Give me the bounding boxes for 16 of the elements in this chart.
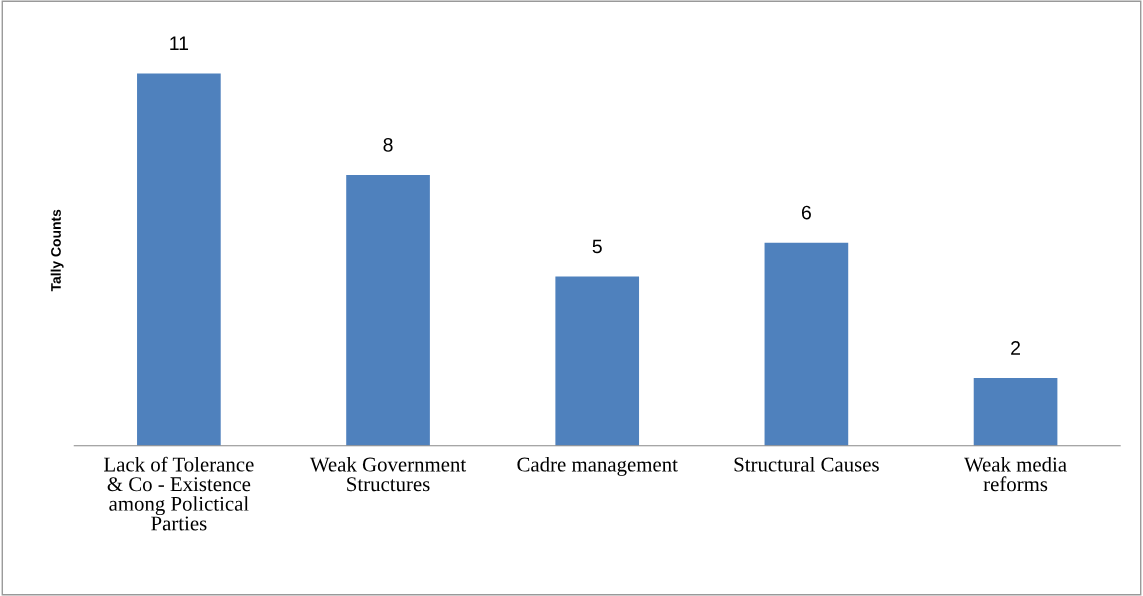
x-tick-label: Weak media reforms [964,456,1067,492]
data-label: 6 [801,205,811,220]
data-label: 5 [592,239,602,254]
bar [346,175,430,446]
x-tick-label: Lack of Tolerance & Co - Existence among Polictical Parties [104,456,254,531]
bar [764,242,849,446]
data-label: 8 [383,137,393,152]
y-axis-title: Tally Counts [50,209,64,292]
x-tick-label: Cadre management [517,456,678,476]
bar [555,276,640,446]
data-label: 11 [170,36,189,50]
x-tick-label: Weak Government Structures [309,456,467,492]
x-tick-label: Structural Causes [734,456,879,472]
bar [137,73,221,446]
bar [973,378,1058,446]
data-label: 2 [1011,341,1020,355]
